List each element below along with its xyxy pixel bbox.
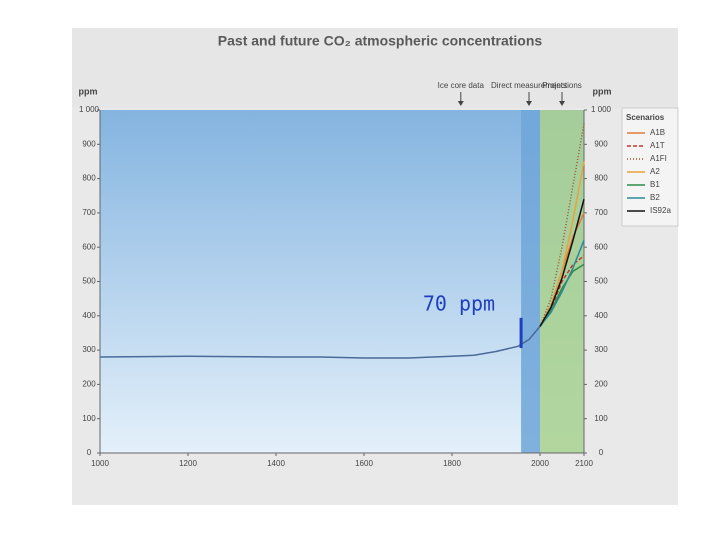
y2-tick-label: 500 <box>594 277 608 286</box>
y2-tick-label: 0 <box>599 448 604 457</box>
legend-label: A1B <box>650 128 665 137</box>
x-tick-label: 2000 <box>531 459 549 468</box>
y-tick-label: 1 000 <box>79 105 100 114</box>
y-tick-label: 500 <box>82 277 96 286</box>
y2-tick-label: 400 <box>594 311 608 320</box>
x-tick-label: 1200 <box>179 459 197 468</box>
y2-tick-label: 800 <box>594 174 608 183</box>
legend-label: A2 <box>650 167 660 176</box>
legend-box <box>621 107 679 227</box>
arrow-head <box>559 101 565 106</box>
arrow-head <box>457 101 464 106</box>
legend-label: A1FI <box>650 154 667 163</box>
y-tick-label: 800 <box>82 174 96 183</box>
annotation: Ice core data <box>438 81 485 90</box>
legend-title: Scenarios <box>626 113 665 122</box>
series-line <box>99 325 541 359</box>
period-band <box>521 110 540 453</box>
y2-tick-label: 300 <box>594 345 608 354</box>
plot-background <box>100 110 584 453</box>
x-tick-label: 1600 <box>355 459 373 468</box>
y2-tick-label: 700 <box>594 208 608 217</box>
y2-tick-label: 1 000 <box>591 105 612 114</box>
x-tick-label: 1800 <box>443 459 461 468</box>
x-tick-label: 1000 <box>91 459 109 468</box>
series-line <box>539 240 585 327</box>
series-line <box>539 199 585 327</box>
legend-label: IS92a <box>650 206 671 215</box>
y-tick-label: 700 <box>82 208 96 217</box>
y2-axis-label: ppm <box>593 86 612 96</box>
y-tick-label: 400 <box>82 311 96 320</box>
arrow-head <box>526 101 532 106</box>
highlight-label: 70 ppm <box>423 291 495 315</box>
x-tick-label: 1400 <box>267 459 285 468</box>
y2-tick-label: 900 <box>594 139 608 148</box>
y-tick-label: 0 <box>87 448 92 457</box>
y-tick-label: 100 <box>82 414 96 423</box>
y-tick-label: 900 <box>82 139 96 148</box>
y2-tick-label: 600 <box>594 242 608 251</box>
y2-tick-label: 100 <box>594 414 608 423</box>
legend-label: A1T <box>650 141 665 150</box>
y-axis-label: ppm <box>79 86 98 96</box>
y-tick-label: 300 <box>82 345 96 354</box>
chart-title: Past and future CO₂ atmospheric concentr… <box>218 33 543 49</box>
y-tick-label: 200 <box>82 380 96 389</box>
header-background <box>72 28 678 108</box>
annotation: Projections <box>542 81 582 90</box>
annotation: Direct measurements <box>491 81 567 90</box>
y2-tick-label: 200 <box>594 380 608 389</box>
legend-label: B2 <box>650 193 660 202</box>
y-tick-label: 600 <box>82 242 96 251</box>
legend-label: B1 <box>650 180 660 189</box>
x-tick-label: 2100 <box>575 459 593 468</box>
